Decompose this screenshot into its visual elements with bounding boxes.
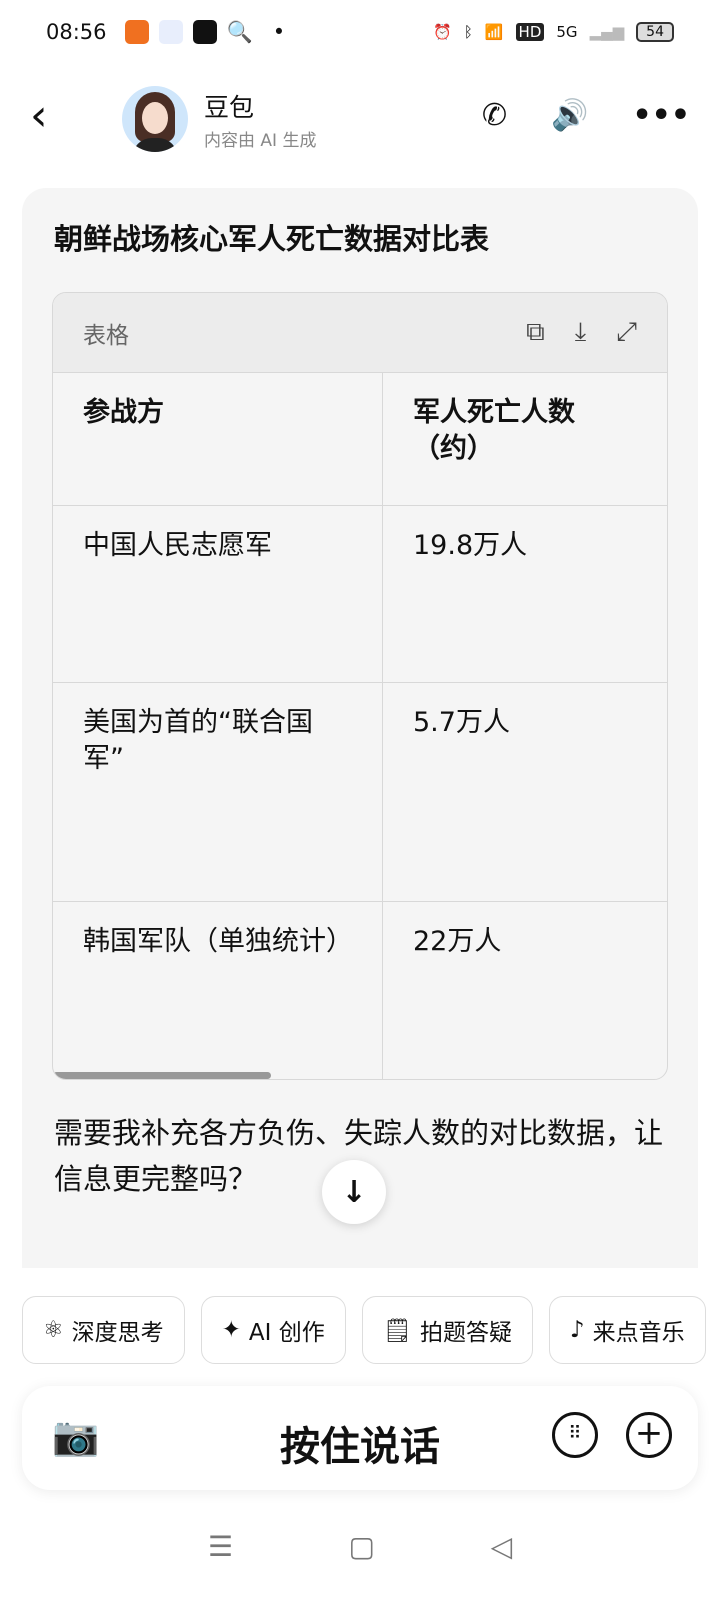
plus-icon[interactable]: + (626, 1412, 672, 1458)
bot-name: 豆包 (204, 93, 255, 122)
back-button[interactable]: ‹ (30, 90, 48, 141)
app-notification-icon (124, 20, 149, 44)
chip-music[interactable]: ♪ 来点音乐 (548, 1296, 706, 1364)
table-cell: 19.8万人 (413, 530, 528, 561)
chip-label: AI 创作 (248, 1320, 325, 1346)
signal-2-icon: ▂▄▆ (589, 23, 625, 41)
phone-icon[interactable]: ✆ (481, 98, 508, 133)
chip-deep-think[interactable]: ⚛ 深度思考 (22, 1296, 185, 1364)
music-icon: ♪ (569, 1317, 585, 1343)
expand-icon[interactable]: ⤢ (616, 317, 637, 347)
baidu-icon (158, 20, 183, 44)
chip-label: 来点音乐 (592, 1320, 685, 1346)
table-cell: 22万人 (413, 926, 502, 957)
battery-icon: 54 (636, 22, 674, 42)
tiktok-icon (192, 20, 217, 44)
menu-icon[interactable]: ☰ (207, 1530, 233, 1563)
sparkle-icon: ✦ (221, 1317, 241, 1343)
table-header: 军人死亡人数（约） (413, 397, 575, 464)
doc-search-icon: 🗒 (382, 1317, 412, 1344)
status-bar: 08:56 🔍 • ⏰ ᛒ 📶 HD 5G ▂▄▆ 54 (0, 0, 720, 64)
status-time: 08:56 (46, 20, 107, 44)
hold-to-talk-button[interactable]: 按住说话 (280, 1424, 440, 1470)
input-bar: 📷 按住说话 ⠿ + (22, 1386, 698, 1490)
table-cell: 美国为首的“联合国军” (53, 683, 383, 901)
keypad-icon[interactable]: ⠿ (552, 1412, 598, 1458)
table-row: 中国人民志愿军 19.8万人 (53, 506, 667, 683)
table-label: 表格 (83, 322, 129, 349)
alarm-icon: ⏰ (433, 23, 452, 41)
chip-photo-question[interactable]: 🗒 拍题答疑 (361, 1296, 533, 1364)
table-row: 韩国军队（单独统计） 22万人 (53, 902, 667, 1079)
bluetooth-icon: ᛒ (463, 23, 473, 41)
back-nav-icon[interactable]: ◁ (490, 1530, 513, 1563)
table-cell: 5.7万人 (413, 707, 510, 738)
dot-icon: • (272, 20, 286, 44)
scroll-down-button[interactable]: ↓ (322, 1160, 386, 1224)
atom-icon: ⚛ (43, 1317, 64, 1343)
speaker-icon[interactable]: 🔊 (551, 98, 589, 133)
system-nav: ☰ ▢ ◁ (0, 1530, 720, 1563)
chat-header: ‹ 豆包 内容由 AI 生成 ✆ 🔊 ••• (0, 84, 720, 154)
horizontal-scrollbar[interactable] (53, 1072, 271, 1079)
followup-text: 需要我补充各方负伤、失踪人数的对比数据，让信息更完整吗？ (54, 1116, 664, 1196)
signal-icon: 5G (556, 23, 578, 41)
table-cell: 中国人民志愿军 (53, 506, 383, 682)
chip-ai-create[interactable]: ✦ AI 创作 (200, 1296, 346, 1364)
wifi-icon: 📶 (484, 23, 504, 41)
avatar[interactable] (122, 86, 188, 152)
chip-label: 深度思考 (71, 1320, 164, 1346)
table-header: 参战方 (53, 373, 383, 505)
home-icon[interactable]: ▢ (348, 1530, 376, 1563)
quick-actions: ⚛ 深度思考 ✦ AI 创作 🗒 拍题答疑 ♪ 来点音乐 (22, 1296, 706, 1364)
data-table: 表格 ⧉ ⤓ ⤢ 参战方 军人死亡人数（约） 中国人民志愿军 19.8万人 美国… (52, 292, 668, 1080)
table-row: 美国为首的“联合国军” 5.7万人 (53, 683, 667, 902)
search-app-icon: 🔍 (226, 19, 253, 44)
more-icon[interactable]: ••• (632, 98, 690, 133)
bot-subtitle: 内容由 AI 生成 (204, 131, 317, 151)
table-header-row: 参战方 军人死亡人数（约） (53, 373, 667, 506)
download-icon[interactable]: ⤓ (574, 317, 587, 347)
message-title: 朝鲜战场核心军人死亡数据对比表 (54, 222, 490, 256)
copy-icon[interactable]: ⧉ (526, 317, 545, 347)
message-card: 朝鲜战场核心军人死亡数据对比表 表格 ⧉ ⤓ ⤢ 参战方 军人死亡人数（约） 中… (22, 188, 698, 1268)
chip-label: 拍题答疑 (419, 1320, 512, 1346)
camera-icon[interactable]: 📷 (52, 1414, 100, 1458)
arrow-down-icon: ↓ (341, 1174, 367, 1210)
table-cell: 韩国军队（单独统计） (53, 902, 383, 1079)
hd-icon: HD (515, 23, 545, 41)
